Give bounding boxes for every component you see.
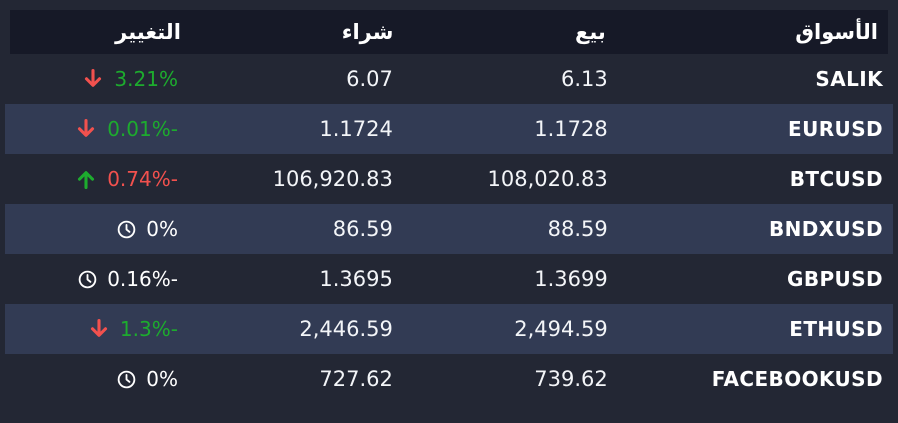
change-value: 0% bbox=[146, 367, 178, 391]
change-value: 1.3%- bbox=[119, 317, 178, 341]
clock-icon bbox=[116, 369, 137, 390]
buy-price: 6.07 bbox=[346, 67, 393, 91]
change-cell: 0% bbox=[5, 367, 188, 391]
market-symbol: ETHUSD bbox=[789, 317, 883, 341]
buy-price: 1.1724 bbox=[319, 117, 393, 141]
change-value: 0.01%- bbox=[107, 117, 178, 141]
column-header-buy: شراء bbox=[341, 20, 394, 44]
buy-price: 1.3695 bbox=[319, 267, 393, 291]
change-cell: 0.16%- bbox=[5, 267, 188, 291]
markets-price-table: الأسواق بيع شراء التغيير SALIK 6.13 6.07… bbox=[0, 10, 898, 423]
clock-icon bbox=[77, 269, 98, 290]
column-header-sell: بيع bbox=[575, 20, 606, 44]
down-arrow-icon bbox=[74, 117, 98, 141]
up-arrow-icon bbox=[74, 167, 98, 191]
clock-icon bbox=[116, 219, 137, 240]
table-body: SALIK 6.13 6.07 3.21% EURUSD 1.1728 1.17… bbox=[0, 54, 898, 404]
buy-price: 2,446.59 bbox=[299, 317, 393, 341]
table-header: الأسواق بيع شراء التغيير bbox=[10, 10, 888, 54]
market-symbol: BTCUSD bbox=[789, 167, 883, 191]
sell-price: 108,020.83 bbox=[487, 167, 608, 191]
change-value: 0% bbox=[146, 217, 178, 241]
buy-price: 106,920.83 bbox=[272, 167, 393, 191]
table-row[interactable]: BTCUSD 108,020.83 106,920.83 0.74%- bbox=[5, 154, 893, 204]
market-symbol: EURUSD bbox=[788, 117, 883, 141]
column-header-change: التغيير bbox=[115, 20, 181, 44]
sell-price: 1.3699 bbox=[534, 267, 608, 291]
market-symbol: BNDXUSD bbox=[768, 217, 883, 241]
change-cell: 0.74%- bbox=[5, 167, 188, 191]
table-row[interactable]: GBPUSD 1.3699 1.3695 0.16%- bbox=[5, 254, 893, 304]
buy-price: 86.59 bbox=[332, 217, 393, 241]
change-cell: 0% bbox=[5, 217, 188, 241]
change-cell: 3.21% bbox=[5, 67, 188, 91]
market-symbol: GBPUSD bbox=[787, 267, 883, 291]
table-row[interactable]: SALIK 6.13 6.07 3.21% bbox=[5, 54, 893, 104]
sell-price: 739.62 bbox=[534, 367, 608, 391]
sell-price: 88.59 bbox=[547, 217, 608, 241]
change-cell: 1.3%- bbox=[5, 317, 188, 341]
column-header-markets: الأسواق bbox=[795, 20, 878, 44]
market-symbol: FACEBOOKUSD bbox=[711, 367, 883, 391]
table-row[interactable]: EURUSD 1.1728 1.1724 0.01%- bbox=[5, 104, 893, 154]
change-value: 3.21% bbox=[114, 67, 178, 91]
change-value: 0.74%- bbox=[107, 167, 178, 191]
change-value: 0.16%- bbox=[107, 267, 178, 291]
buy-price: 727.62 bbox=[319, 367, 393, 391]
down-arrow-icon bbox=[87, 317, 111, 341]
change-cell: 0.01%- bbox=[5, 117, 188, 141]
sell-price: 1.1728 bbox=[534, 117, 608, 141]
table-row[interactable]: BNDXUSD 88.59 86.59 0% bbox=[5, 204, 893, 254]
sell-price: 6.13 bbox=[560, 67, 608, 91]
market-symbol: SALIK bbox=[815, 67, 883, 91]
table-row[interactable]: ETHUSD 2,494.59 2,446.59 1.3%- bbox=[5, 304, 893, 354]
sell-price: 2,494.59 bbox=[514, 317, 608, 341]
table-row[interactable]: FACEBOOKUSD 739.62 727.62 0% bbox=[5, 354, 893, 404]
down-arrow-icon bbox=[81, 67, 105, 91]
